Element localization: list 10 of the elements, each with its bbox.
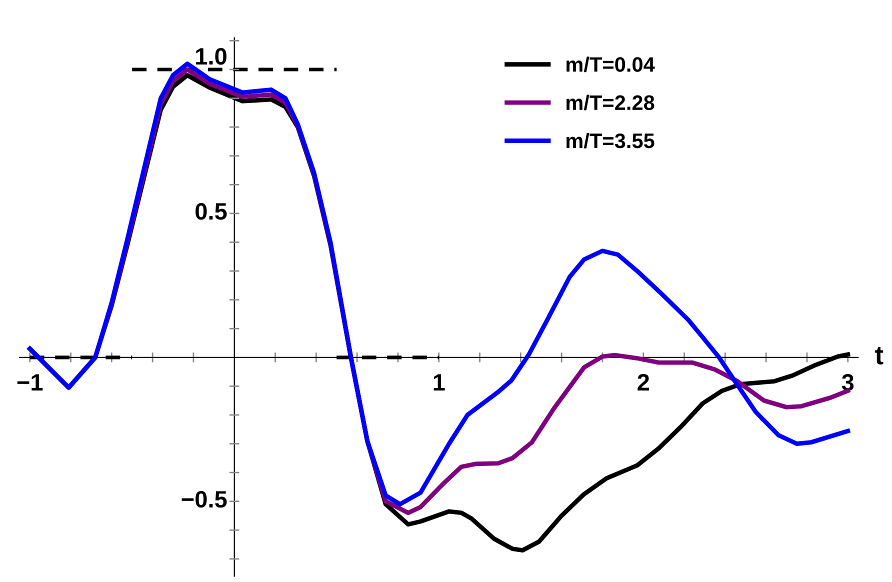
legend-label: m/T=0.04 [566, 56, 655, 72]
x-tick-label: 2 [638, 374, 649, 390]
y-tick-label: −0.5 [182, 490, 227, 508]
legend-label: m/T=2.28 [566, 94, 654, 110]
x-axis-title: t [875, 346, 884, 364]
x-tick-label: 1 [434, 374, 445, 390]
x-tick-label: −1 [17, 374, 43, 390]
y-tick-label: 0.5 [196, 203, 227, 220]
y-tick-label: 1.0 [196, 48, 226, 65]
legend-label: m/T=3.55 [566, 132, 654, 148]
